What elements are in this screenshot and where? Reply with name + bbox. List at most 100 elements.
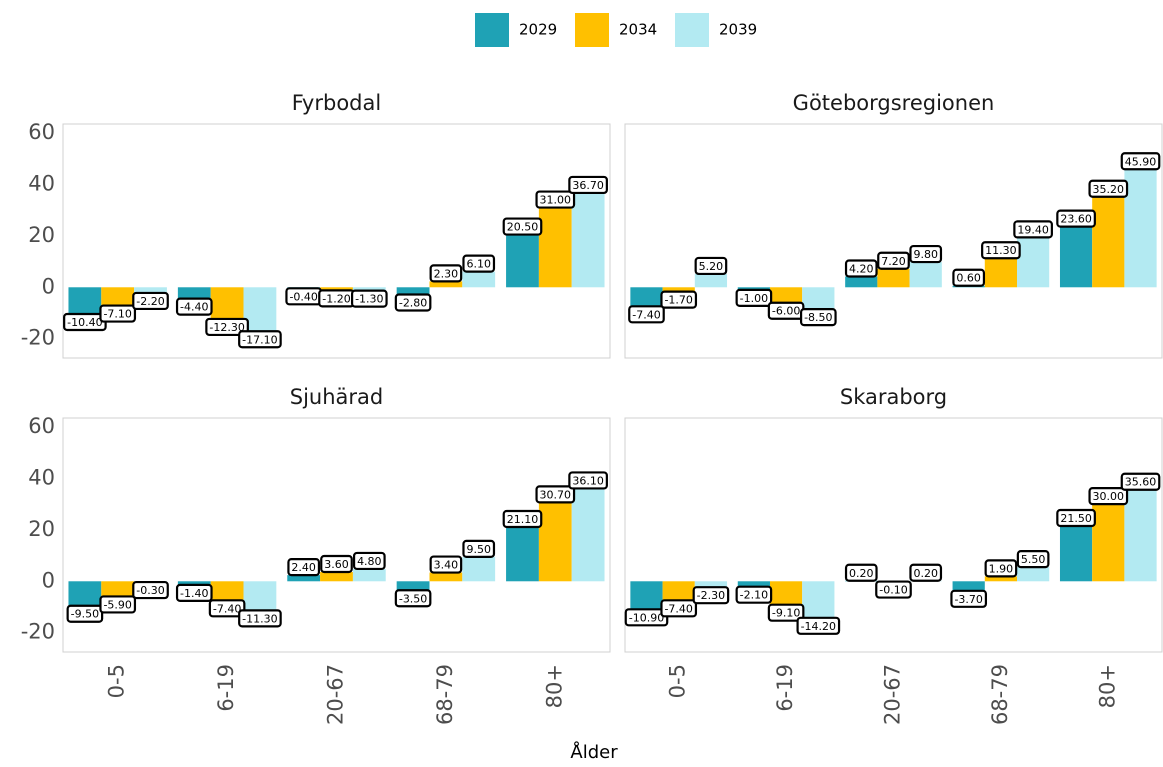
bar xyxy=(770,581,802,604)
bar xyxy=(1017,567,1049,581)
bar xyxy=(845,276,877,287)
data-label: 0.60 xyxy=(953,270,984,286)
data-label-text: 4.80 xyxy=(357,555,382,568)
data-label-text: 31.00 xyxy=(540,194,572,207)
data-label: 23.60 xyxy=(1057,211,1095,227)
x-tick-label: 20-67 xyxy=(324,664,348,725)
data-label: -6.00 xyxy=(769,303,803,319)
data-label-text: 3.60 xyxy=(324,558,349,571)
bar xyxy=(211,287,244,319)
bar xyxy=(462,557,495,581)
data-label-text: 7.20 xyxy=(881,255,906,268)
data-label: 20.50 xyxy=(504,219,541,235)
data-label-text: -5.90 xyxy=(103,598,131,611)
data-label-text: 2.40 xyxy=(291,561,316,574)
bar xyxy=(68,287,101,314)
bar xyxy=(178,287,211,298)
data-label-text: 35.20 xyxy=(1093,183,1125,196)
data-label-text: -7.40 xyxy=(664,602,692,615)
data-label-text: 0.20 xyxy=(913,567,938,580)
data-label: -5.90 xyxy=(100,596,134,612)
bar xyxy=(770,287,802,302)
data-label-text: 11.30 xyxy=(985,244,1017,257)
data-label-text: 36.10 xyxy=(572,474,604,487)
data-label: 3.40 xyxy=(431,557,462,573)
data-label-text: 4.20 xyxy=(849,262,874,275)
data-label: -0.40 xyxy=(286,288,320,304)
y-tick-label: 60 xyxy=(28,414,55,438)
data-label-text: 2.30 xyxy=(434,267,459,280)
x-tick-label: 68-79 xyxy=(433,664,457,725)
data-label: 1.90 xyxy=(986,560,1017,576)
legend-label: 2039 xyxy=(719,21,757,39)
x-tick-label: 80+ xyxy=(542,664,566,708)
data-label-text: 5.50 xyxy=(1021,553,1046,566)
data-label-text: -0.40 xyxy=(289,290,317,303)
data-label: -17.10 xyxy=(239,331,280,347)
panel-title: Skaraborg xyxy=(840,385,947,409)
data-label-text: 19.40 xyxy=(1017,223,1049,236)
x-tick-label: 6-19 xyxy=(214,664,238,712)
data-label: 7.20 xyxy=(878,253,909,269)
bar xyxy=(244,581,277,610)
data-label-text: -1.00 xyxy=(740,292,768,305)
bar xyxy=(397,581,430,590)
data-label: -14.20 xyxy=(798,618,839,634)
panel-title: Fyrbodal xyxy=(292,91,381,115)
data-label: 35.20 xyxy=(1090,181,1128,197)
data-label-text: -11.30 xyxy=(242,612,277,625)
data-label: 5.20 xyxy=(696,258,727,274)
data-label: 6.10 xyxy=(463,256,494,272)
data-label: -0.10 xyxy=(876,582,910,598)
y-tick-label: -20 xyxy=(21,620,55,644)
bar xyxy=(211,581,244,600)
data-label-text: -1.40 xyxy=(180,587,208,600)
bar xyxy=(1017,237,1049,287)
bar xyxy=(802,287,834,309)
data-label-text: -7.10 xyxy=(103,308,131,321)
data-label: 36.10 xyxy=(569,472,607,488)
data-label-text: -9.50 xyxy=(71,608,99,621)
bar xyxy=(429,573,462,582)
y-tick-label: 40 xyxy=(28,465,55,489)
data-label: 5.50 xyxy=(1018,551,1049,567)
bar xyxy=(539,208,572,288)
data-label: -2.80 xyxy=(396,294,430,310)
data-label: 9.80 xyxy=(910,246,941,262)
data-label-text: -1.30 xyxy=(355,293,383,306)
bar xyxy=(572,193,605,287)
bar xyxy=(101,287,134,305)
data-label-text: -2.10 xyxy=(740,589,768,602)
data-label: -2.10 xyxy=(737,587,771,603)
data-label-text: -17.10 xyxy=(242,333,277,346)
data-label: 2.30 xyxy=(431,265,462,281)
data-label-text: 0.20 xyxy=(849,567,874,580)
bar xyxy=(695,274,727,287)
data-label: 4.80 xyxy=(354,553,385,569)
data-label: 21.10 xyxy=(504,511,541,527)
data-label-text: -1.20 xyxy=(322,292,350,305)
data-label-text: 1.90 xyxy=(989,562,1014,575)
bar xyxy=(910,262,942,287)
data-label: 3.60 xyxy=(321,556,352,572)
data-label: -3.70 xyxy=(951,591,985,607)
data-label-text: 45.90 xyxy=(1125,155,1157,168)
data-label: -2.30 xyxy=(694,587,728,603)
bar xyxy=(353,569,386,581)
y-tick-label: 40 xyxy=(28,171,55,195)
x-tick-label: 6-19 xyxy=(773,664,797,712)
bar xyxy=(1060,227,1092,288)
data-label-text: -0.10 xyxy=(879,584,907,597)
panel-title: Göteborgsregionen xyxy=(793,91,995,115)
data-label: -7.10 xyxy=(100,306,134,322)
data-label: 21.50 xyxy=(1057,510,1095,526)
legend-swatch xyxy=(675,13,709,47)
data-label-text: 20.50 xyxy=(507,221,539,234)
bar xyxy=(506,235,539,288)
data-label: 45.90 xyxy=(1122,153,1160,169)
data-label: -7.40 xyxy=(661,600,695,616)
data-label-text: 5.20 xyxy=(699,260,724,273)
data-label: -3.50 xyxy=(396,590,430,606)
data-label: 35.60 xyxy=(1122,474,1160,490)
